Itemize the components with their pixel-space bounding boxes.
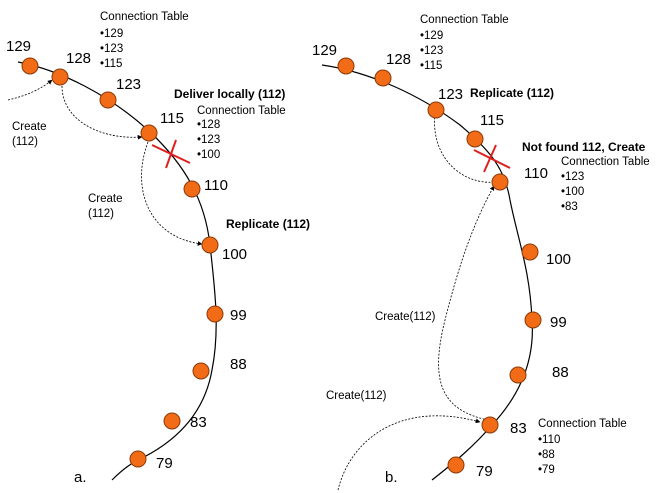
node-label: 129 <box>312 42 337 59</box>
node-b-110 <box>491 173 509 191</box>
node-label: 83 <box>510 420 527 437</box>
node-label: 100 <box>222 246 247 263</box>
node-label: 83 <box>190 414 207 431</box>
node-label: 99 <box>550 314 567 331</box>
create-label: Create <box>88 193 123 205</box>
table-entry: •123 <box>561 171 584 183</box>
table-title: Connection Table <box>538 418 627 430</box>
node-label: 110 <box>204 177 228 194</box>
node-a-88 <box>192 362 210 380</box>
table-entry: •128 <box>197 119 220 131</box>
node-label: 79 <box>156 455 173 472</box>
connection-table-b-top: Connection Table •129 •123 •115 <box>420 14 509 72</box>
node-b-79 <box>447 456 465 474</box>
connection-table-b-bottom: Connection Table •110 •88 •79 <box>538 418 627 476</box>
failure-cross-b <box>473 144 511 173</box>
table-entry: •123 <box>420 45 443 57</box>
node-b-83 <box>481 416 499 434</box>
table-entry: •115 <box>100 58 122 70</box>
table-title: Connection Table <box>197 105 286 117</box>
panel-label-b: b. <box>385 469 398 486</box>
node-label: 88 <box>230 356 247 373</box>
node-label: 79 <box>476 463 493 480</box>
node-label: 115 <box>160 110 184 127</box>
panel-label-a: a. <box>74 469 87 486</box>
node-a-99 <box>206 305 224 323</box>
node-a-115 <box>140 124 158 142</box>
node-b-129 <box>337 57 355 75</box>
replicate-label: Replicate (112) <box>226 217 310 231</box>
table-entry: •79 <box>538 464 555 476</box>
node-a-123 <box>99 91 117 109</box>
not-found-label: Not found 112, Create <box>522 140 646 154</box>
node-b-128 <box>374 69 392 87</box>
node-label: 128 <box>386 51 411 68</box>
node-label: 123 <box>438 86 463 103</box>
create-label: Create(112) <box>375 311 436 323</box>
node-b-123 <box>427 101 445 119</box>
table-entry: •110 <box>538 434 560 446</box>
table-entry: •83 <box>561 201 578 213</box>
node-label: 100 <box>546 251 571 268</box>
node-b-100 <box>521 243 539 261</box>
connection-table-a-top: Connection Table •129 •123 •115 <box>100 11 189 70</box>
create-arrow-a-1 <box>7 79 53 101</box>
node-label: 123 <box>116 76 141 93</box>
node-label: 110 <box>524 165 548 182</box>
node-a-129 <box>21 57 39 75</box>
table-entry: •100 <box>561 186 584 198</box>
node-b-88 <box>509 366 527 384</box>
node-a-110 <box>183 180 201 198</box>
create-arrow-b-2 <box>438 185 495 421</box>
table-title: Connection Table <box>420 14 509 26</box>
node-label: 99 <box>230 307 247 324</box>
node-label: 128 <box>66 50 91 67</box>
table-entry: •100 <box>197 149 220 161</box>
table-entry: •115 <box>420 60 442 72</box>
node-b-115 <box>466 130 484 148</box>
ring-curve-a <box>17 61 217 481</box>
table-title: Connection Table <box>561 156 650 168</box>
create-arrow-b-1 <box>432 112 495 183</box>
node-label: 115 <box>480 112 504 129</box>
table-entry: •123 <box>100 43 123 55</box>
connection-table-a-mid: Connection Table •128 •123 •100 <box>197 105 286 161</box>
table-entry: •129 <box>100 28 123 40</box>
node-b-99 <box>524 311 542 329</box>
create-label: (112) <box>12 136 38 148</box>
node-label: 88 <box>552 364 569 381</box>
create-label: Create <box>12 121 47 133</box>
failure-cross-a <box>151 139 191 169</box>
table-entry: •88 <box>538 449 555 461</box>
table-entry: •129 <box>420 30 443 42</box>
table-entry: •123 <box>197 134 220 146</box>
node-label: 129 <box>6 38 31 55</box>
create-arrow-a-2 <box>61 85 143 140</box>
panel-b: 129 128 123 115 110 100 99 88 83 79 Conn… <box>312 14 650 491</box>
create-arrow-b-3 <box>337 415 481 491</box>
node-a-83 <box>163 412 181 430</box>
create-label: Create(112) <box>326 390 387 402</box>
connection-table-b-mid: Connection Table •123 •100 •83 <box>561 156 650 213</box>
deliver-locally-label: Deliver locally (112) <box>174 87 285 101</box>
replicate-label: Replicate (112) <box>470 86 554 100</box>
create-label: (112) <box>88 208 114 220</box>
panel-a: 129 128 123 115 110 100 99 88 83 79 Conn… <box>6 11 310 486</box>
table-title: Connection Table <box>100 11 189 23</box>
node-a-128 <box>51 68 69 86</box>
node-a-100 <box>201 236 219 254</box>
node-a-79 <box>129 450 147 468</box>
